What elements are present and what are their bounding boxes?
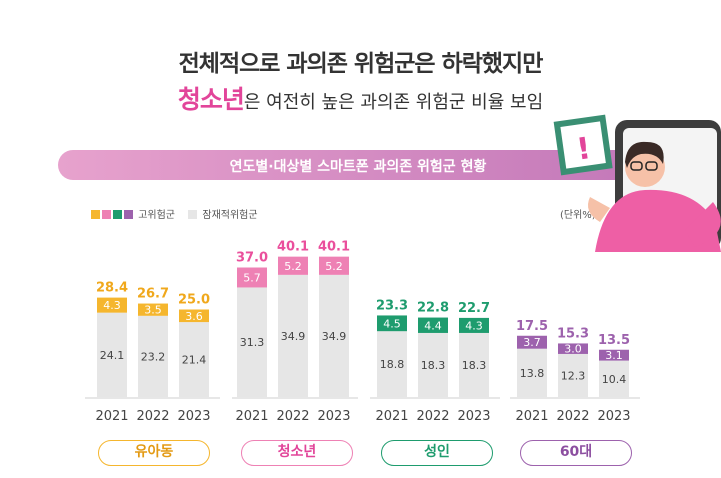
- label-total-teen-2022: 40.1: [277, 240, 309, 255]
- label-high-adult-2022: 4.4: [424, 319, 442, 332]
- bar-high-sixties-2021: [517, 335, 547, 349]
- headline-accent: 청소년: [177, 85, 245, 114]
- label-high-adult-2021: 4.5: [383, 317, 401, 330]
- label-potential-adult-2021: 18.8: [380, 358, 405, 371]
- label-potential-sixties-2021: 13.8: [520, 367, 545, 380]
- label-high-youth-2022: 3.5: [144, 304, 162, 317]
- bar-potential-adult-2021: [377, 331, 407, 397]
- label-total-adult-2021: 23.3: [376, 298, 408, 313]
- bar-potential-teen-2022: [278, 274, 308, 397]
- label-high-sixties-2023: 3.1: [605, 349, 623, 362]
- label-potential-teen-2022: 34.9: [281, 330, 306, 343]
- bar-high-adult-2021: [377, 315, 407, 332]
- label-high-youth-2023: 3.6: [185, 310, 203, 323]
- label-potential-youth-2022: 23.2: [141, 350, 166, 363]
- label-high-teen-2023: 5.2: [325, 260, 343, 273]
- chart-banner: 연도별·대상별 스마트폰 과의존 위험군 현황: [58, 150, 658, 180]
- group-label-adult: 성인: [381, 440, 493, 466]
- person-illustration: [587, 141, 721, 252]
- tick-year-youth-2021: 2021: [95, 409, 128, 424]
- label-total-sixties-2022: 15.3: [557, 326, 589, 341]
- label-total-sixties-2021: 17.5: [516, 319, 548, 334]
- group-label-youth: 유아동: [98, 440, 210, 466]
- label-potential-adult-2022: 18.3: [421, 359, 446, 372]
- bar-potential-teen-2023: [319, 274, 349, 397]
- legend-swatch-sixties: [124, 210, 133, 219]
- label-total-youth-2022: 26.7: [137, 287, 169, 302]
- label-total-teen-2021: 37.0: [236, 251, 268, 266]
- group-label-teen: 청소년: [241, 440, 353, 466]
- bar-high-youth-2023: [179, 309, 209, 323]
- label-potential-youth-2023: 21.4: [182, 354, 207, 367]
- label-high-sixties-2021: 3.7: [523, 336, 541, 349]
- tick-year-adult-2022: 2022: [416, 409, 449, 424]
- warning-mark: !: [575, 131, 593, 168]
- bar-high-youth-2021: [97, 297, 127, 313]
- legend: 고위험군 잠재적위험군: [91, 206, 258, 221]
- tick-year-teen-2023: 2023: [317, 409, 350, 424]
- legend-swatch-potential: [188, 210, 198, 219]
- group-label-sixties: 60대: [520, 440, 632, 466]
- tick-year-youth-2022: 2022: [136, 409, 169, 424]
- bar-potential-youth-2023: [179, 322, 209, 397]
- tick-year-adult-2023: 2023: [457, 409, 490, 424]
- legend-potential-label: 잠재적위험군: [202, 210, 258, 221]
- illustration: !: [553, 114, 721, 252]
- tick-year-youth-2023: 2023: [177, 409, 210, 424]
- tick-year-teen-2022: 2022: [276, 409, 309, 424]
- bar-high-sixties-2023: [599, 349, 629, 361]
- bar-high-teen-2023: [319, 256, 349, 275]
- tick-year-sixties-2021: 2021: [515, 409, 548, 424]
- bar-potential-youth-2022: [138, 315, 168, 397]
- bar-potential-adult-2022: [418, 332, 448, 397]
- label-high-adult-2023: 4.3: [465, 319, 483, 332]
- tick-year-sixties-2023: 2023: [597, 409, 630, 424]
- label-total-youth-2021: 28.4: [96, 281, 128, 296]
- label-potential-adult-2023: 18.3: [462, 359, 487, 372]
- tick-year-adult-2021: 2021: [375, 409, 408, 424]
- chart-title: 연도별·대상별 스마트폰 과의존 위험군 현황: [229, 159, 487, 175]
- headline-line2: 청소년은 여전히 높은 과의존 위험군 비율 보임: [0, 80, 721, 116]
- label-high-youth-2021: 4.3: [103, 299, 121, 312]
- label-potential-youth-2021: 24.1: [100, 349, 125, 362]
- headline-rest: 은 여전히 높은 과의존 위험군 비율 보임: [243, 92, 544, 113]
- bar-high-adult-2023: [459, 317, 489, 333]
- label-potential-teen-2023: 34.9: [322, 330, 347, 343]
- label-high-sixties-2022: 3.0: [564, 343, 582, 356]
- bar-high-sixties-2022: [558, 343, 588, 354]
- legend-high-label: 고위험군: [138, 210, 175, 221]
- bar-high-youth-2022: [138, 303, 168, 316]
- label-high-teen-2022: 5.2: [284, 260, 302, 273]
- bar-high-adult-2022: [418, 317, 448, 333]
- label-total-teen-2023: 40.1: [318, 240, 350, 255]
- label-total-adult-2022: 22.8: [417, 301, 449, 316]
- bar-potential-youth-2021: [97, 312, 127, 397]
- bar-potential-sixties-2023: [599, 360, 629, 397]
- label-total-adult-2023: 22.7: [458, 301, 490, 316]
- label-potential-sixties-2022: 12.3: [561, 369, 586, 382]
- label-high-teen-2021: 5.7: [243, 271, 261, 284]
- warning-sign-icon: !: [553, 114, 613, 176]
- legend-swatch-teen: [102, 210, 111, 219]
- bar-potential-sixties-2022: [558, 353, 588, 397]
- label-total-sixties-2023: 13.5: [598, 333, 630, 348]
- headline-line1: 전체적으로 과의존 위험군은 하락했지만: [178, 51, 544, 77]
- bar-potential-teen-2021: [237, 287, 267, 397]
- tick-year-sixties-2022: 2022: [556, 409, 589, 424]
- label-potential-teen-2021: 31.3: [240, 336, 265, 349]
- unit-label: (단위%): [560, 210, 596, 221]
- label-total-youth-2023: 25.0: [178, 293, 210, 308]
- label-potential-sixties-2023: 10.4: [602, 373, 627, 386]
- bar-potential-sixties-2021: [517, 348, 547, 397]
- bar-high-teen-2021: [237, 267, 267, 288]
- bar-potential-adult-2023: [459, 332, 489, 397]
- legend-swatch-youth: [91, 210, 100, 219]
- bar-high-teen-2022: [278, 256, 308, 275]
- tick-year-teen-2021: 2021: [235, 409, 268, 424]
- legend-swatch-adult: [113, 210, 122, 219]
